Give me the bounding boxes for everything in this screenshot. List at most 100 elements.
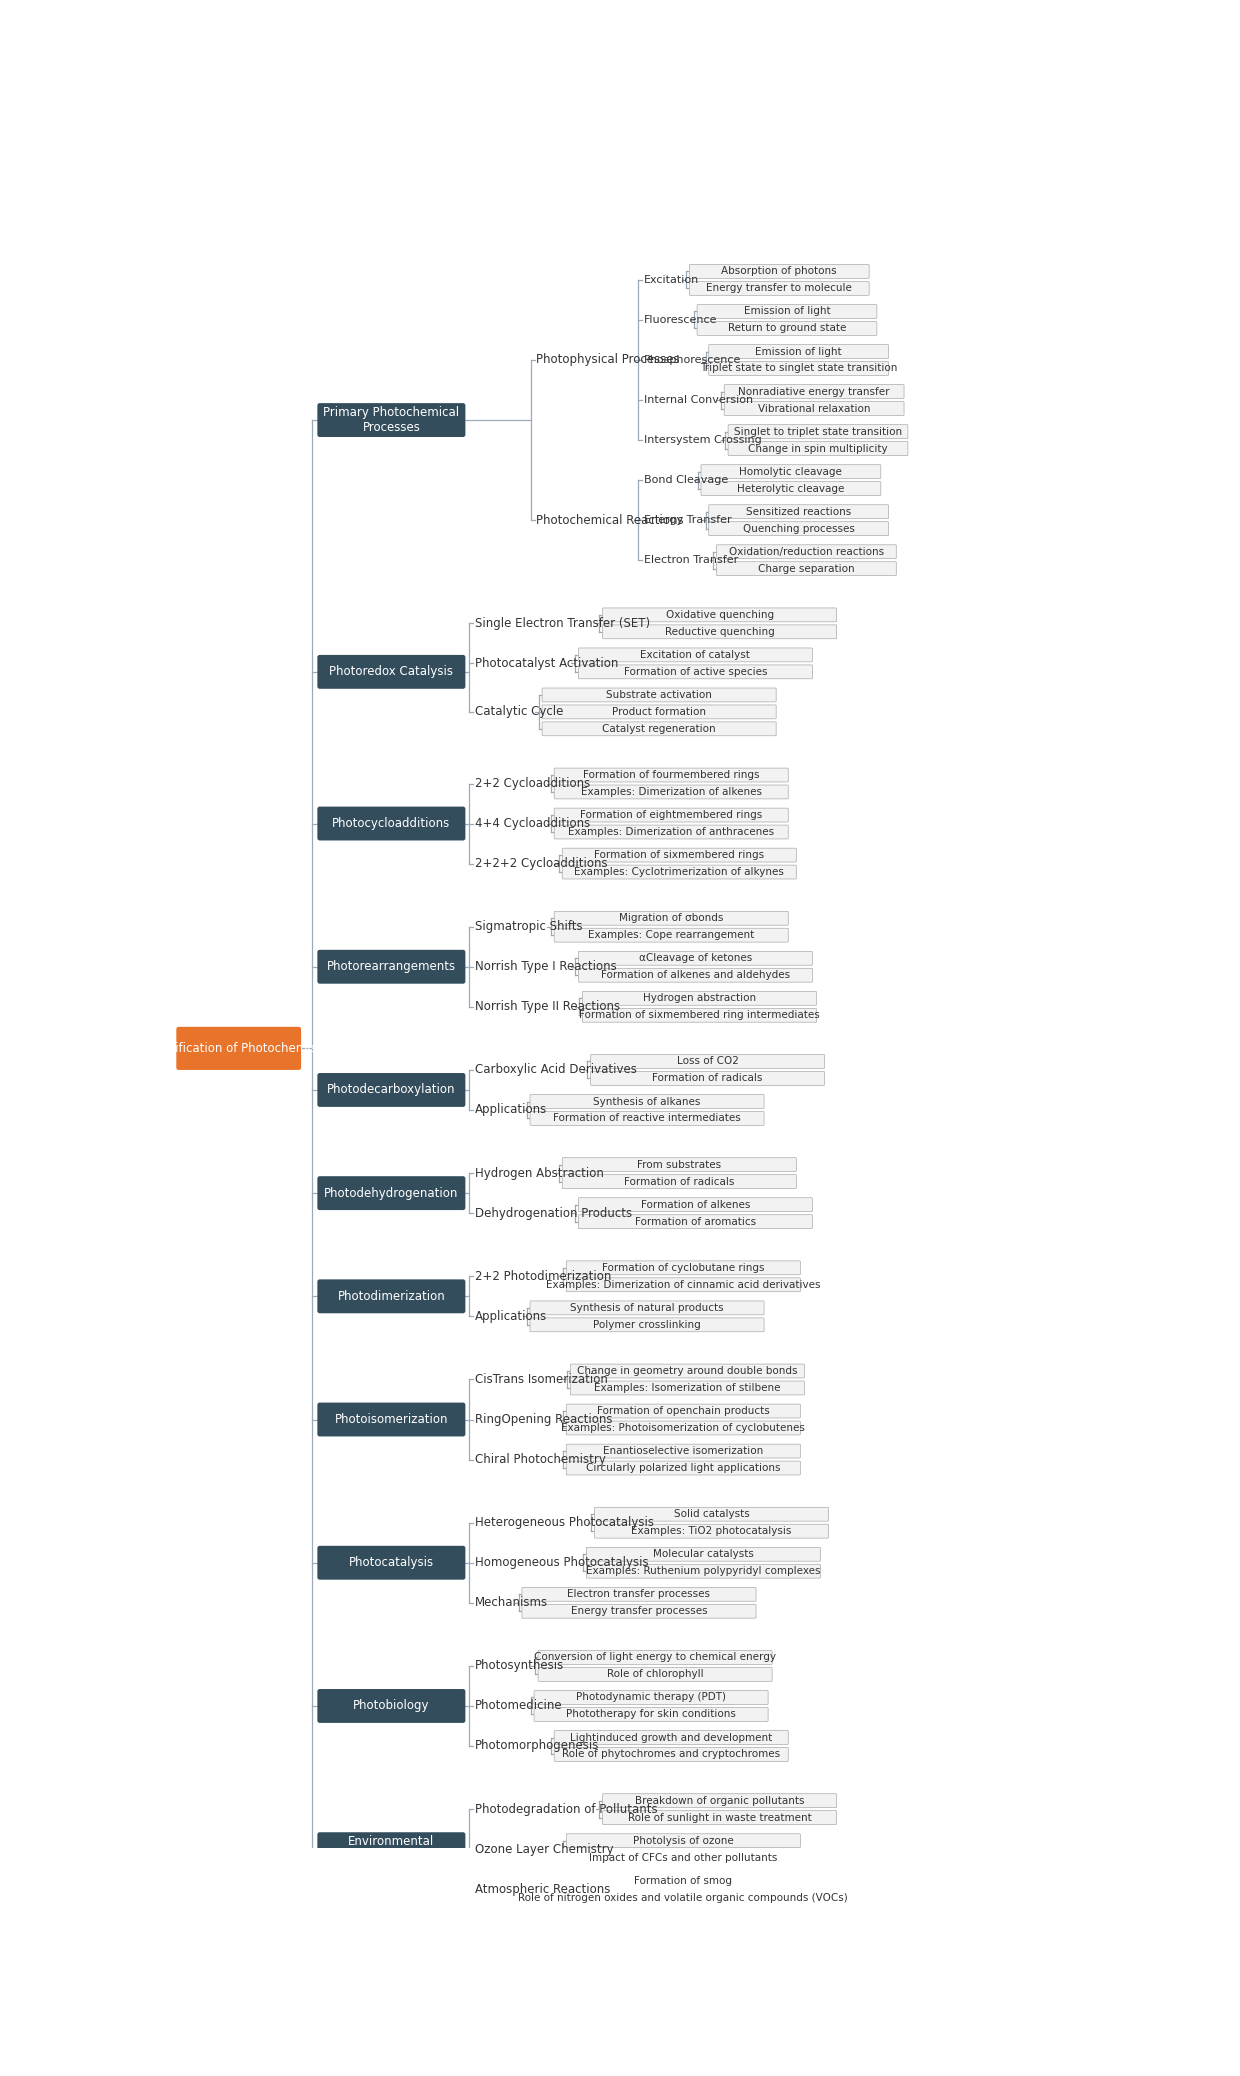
- Text: Role of chlorophyll: Role of chlorophyll: [606, 1669, 703, 1679]
- FancyBboxPatch shape: [567, 1833, 800, 1848]
- FancyBboxPatch shape: [567, 1875, 800, 1887]
- Text: Polymer crosslinking: Polymer crosslinking: [593, 1320, 701, 1331]
- Text: Impact of CFCs and other pollutants: Impact of CFCs and other pollutants: [589, 1852, 777, 1862]
- Text: Examples: Photoisomerization of cyclobutenes: Examples: Photoisomerization of cyclobut…: [562, 1422, 805, 1432]
- FancyBboxPatch shape: [603, 1794, 837, 1808]
- Text: Mechanisms: Mechanisms: [475, 1596, 548, 1609]
- FancyBboxPatch shape: [522, 1605, 756, 1617]
- Text: Single Electron Transfer (SET): Single Electron Transfer (SET): [475, 617, 650, 629]
- FancyBboxPatch shape: [522, 1588, 756, 1601]
- Text: RingOpening Reactions: RingOpening Reactions: [475, 1414, 613, 1426]
- Text: Formation of fourmembered rings: Formation of fourmembered rings: [583, 770, 759, 781]
- Text: Examples: Dimerization of alkenes: Examples: Dimerization of alkenes: [580, 787, 761, 797]
- FancyBboxPatch shape: [724, 384, 904, 399]
- Text: Photodimerization: Photodimerization: [337, 1289, 445, 1304]
- FancyBboxPatch shape: [176, 1028, 301, 1069]
- Text: CisTrans Isomerization: CisTrans Isomerization: [475, 1372, 608, 1387]
- Text: Applications: Applications: [475, 1104, 547, 1117]
- Text: Photodehydrogenation: Photodehydrogenation: [324, 1187, 459, 1200]
- FancyBboxPatch shape: [567, 1260, 800, 1275]
- Text: Photophysical Processes: Photophysical Processes: [536, 353, 680, 367]
- FancyBboxPatch shape: [724, 401, 904, 415]
- FancyBboxPatch shape: [554, 1748, 789, 1760]
- FancyBboxPatch shape: [567, 1422, 800, 1435]
- FancyBboxPatch shape: [542, 722, 776, 735]
- Text: Primary Photochemical
Processes: Primary Photochemical Processes: [324, 407, 460, 434]
- FancyBboxPatch shape: [603, 608, 837, 623]
- FancyBboxPatch shape: [728, 426, 908, 438]
- Text: Oxidative quenching: Oxidative quenching: [666, 610, 774, 621]
- Text: Photoisomerization: Photoisomerization: [335, 1414, 448, 1426]
- Text: Catalytic Cycle: Catalytic Cycle: [475, 706, 563, 718]
- Text: Enantioselective isomerization: Enantioselective isomerization: [603, 1447, 764, 1455]
- FancyBboxPatch shape: [578, 951, 812, 965]
- Text: Photodegradation of Pollutants: Photodegradation of Pollutants: [475, 1802, 657, 1816]
- Text: Homogeneous Photocatalysis: Homogeneous Photocatalysis: [475, 1557, 649, 1569]
- Text: Singlet to triplet state transition: Singlet to triplet state transition: [734, 426, 901, 436]
- Text: Oxidation/reduction reactions: Oxidation/reduction reactions: [729, 546, 884, 556]
- Text: Circularly polarized light applications: Circularly polarized light applications: [587, 1464, 780, 1474]
- Text: Phosphorescence: Phosphorescence: [644, 355, 742, 365]
- FancyBboxPatch shape: [717, 544, 897, 558]
- FancyBboxPatch shape: [590, 1055, 825, 1069]
- FancyBboxPatch shape: [603, 1810, 837, 1825]
- FancyBboxPatch shape: [728, 442, 908, 455]
- Text: Examples: Cyclotrimerization of alkynes: Examples: Cyclotrimerization of alkynes: [574, 868, 784, 876]
- Text: Excitation: Excitation: [644, 274, 699, 284]
- Text: Photodecarboxylation: Photodecarboxylation: [327, 1084, 455, 1096]
- Text: Bond Cleavage: Bond Cleavage: [644, 475, 728, 486]
- FancyBboxPatch shape: [538, 1667, 773, 1682]
- FancyBboxPatch shape: [567, 1403, 800, 1418]
- Text: Emission of light: Emission of light: [755, 347, 842, 357]
- FancyBboxPatch shape: [542, 687, 776, 702]
- Text: 2+2 Cycloadditions: 2+2 Cycloadditions: [475, 776, 590, 791]
- FancyBboxPatch shape: [317, 1073, 465, 1107]
- FancyBboxPatch shape: [317, 654, 465, 689]
- FancyBboxPatch shape: [567, 1891, 800, 1904]
- Text: Examples: Dimerization of cinnamic acid derivatives: Examples: Dimerization of cinnamic acid …: [546, 1279, 821, 1289]
- Text: Migration of σbonds: Migration of σbonds: [619, 913, 723, 924]
- Text: Conversion of light energy to chemical energy: Conversion of light energy to chemical e…: [534, 1652, 776, 1663]
- Text: Applications: Applications: [475, 1310, 547, 1322]
- FancyBboxPatch shape: [317, 1547, 465, 1580]
- Text: Absorption of photons: Absorption of photons: [722, 266, 837, 276]
- Text: Synthesis of alkanes: Synthesis of alkanes: [594, 1096, 701, 1107]
- Text: Atmospheric Reactions: Atmospheric Reactions: [475, 1883, 610, 1895]
- FancyBboxPatch shape: [701, 482, 880, 496]
- Text: Formation of sixmembered rings: Formation of sixmembered rings: [594, 849, 764, 859]
- FancyBboxPatch shape: [567, 1445, 800, 1457]
- Text: Dehydrogenation Products: Dehydrogenation Products: [475, 1206, 632, 1221]
- Text: Photocatalysis: Photocatalysis: [348, 1557, 434, 1569]
- Text: Synthesis of natural products: Synthesis of natural products: [570, 1304, 724, 1312]
- Text: Homolytic cleavage: Homolytic cleavage: [739, 467, 842, 477]
- Text: Heterolytic cleavage: Heterolytic cleavage: [738, 484, 844, 494]
- Text: Classification of Photochemistry: Classification of Photochemistry: [144, 1042, 334, 1055]
- Text: Energy Transfer: Energy Transfer: [644, 515, 732, 525]
- FancyBboxPatch shape: [689, 282, 869, 295]
- Text: Phototherapy for skin conditions: Phototherapy for skin conditions: [567, 1709, 737, 1719]
- Text: Formation of alkenes and aldehydes: Formation of alkenes and aldehydes: [601, 969, 790, 980]
- FancyBboxPatch shape: [554, 928, 789, 943]
- Text: Hydrogen Abstraction: Hydrogen Abstraction: [475, 1167, 604, 1179]
- FancyBboxPatch shape: [554, 911, 789, 926]
- Text: Quenching processes: Quenching processes: [743, 523, 854, 534]
- Text: Charge separation: Charge separation: [758, 565, 854, 573]
- FancyBboxPatch shape: [554, 785, 789, 799]
- FancyBboxPatch shape: [554, 1731, 789, 1744]
- Text: Formation of smog: Formation of smog: [635, 1877, 733, 1885]
- FancyBboxPatch shape: [562, 866, 796, 878]
- Text: Photocatalyst Activation: Photocatalyst Activation: [475, 656, 618, 671]
- Text: Fluorescence: Fluorescence: [644, 316, 717, 326]
- Text: Formation of radicals: Formation of radicals: [652, 1073, 763, 1084]
- FancyBboxPatch shape: [583, 992, 816, 1005]
- Text: Change in spin multiplicity: Change in spin multiplicity: [748, 444, 888, 453]
- Text: Formation of openchain products: Formation of openchain products: [596, 1405, 770, 1416]
- FancyBboxPatch shape: [709, 504, 889, 519]
- Text: Excitation of catalyst: Excitation of catalyst: [641, 650, 750, 660]
- Text: Formation of active species: Formation of active species: [624, 666, 768, 677]
- Text: Chiral Photochemistry: Chiral Photochemistry: [475, 1453, 605, 1466]
- Text: Photodynamic therapy (PDT): Photodynamic therapy (PDT): [577, 1692, 727, 1702]
- FancyBboxPatch shape: [317, 1279, 465, 1314]
- Text: Photomedicine: Photomedicine: [475, 1700, 562, 1713]
- Text: Ozone Layer Chemistry: Ozone Layer Chemistry: [475, 1843, 614, 1856]
